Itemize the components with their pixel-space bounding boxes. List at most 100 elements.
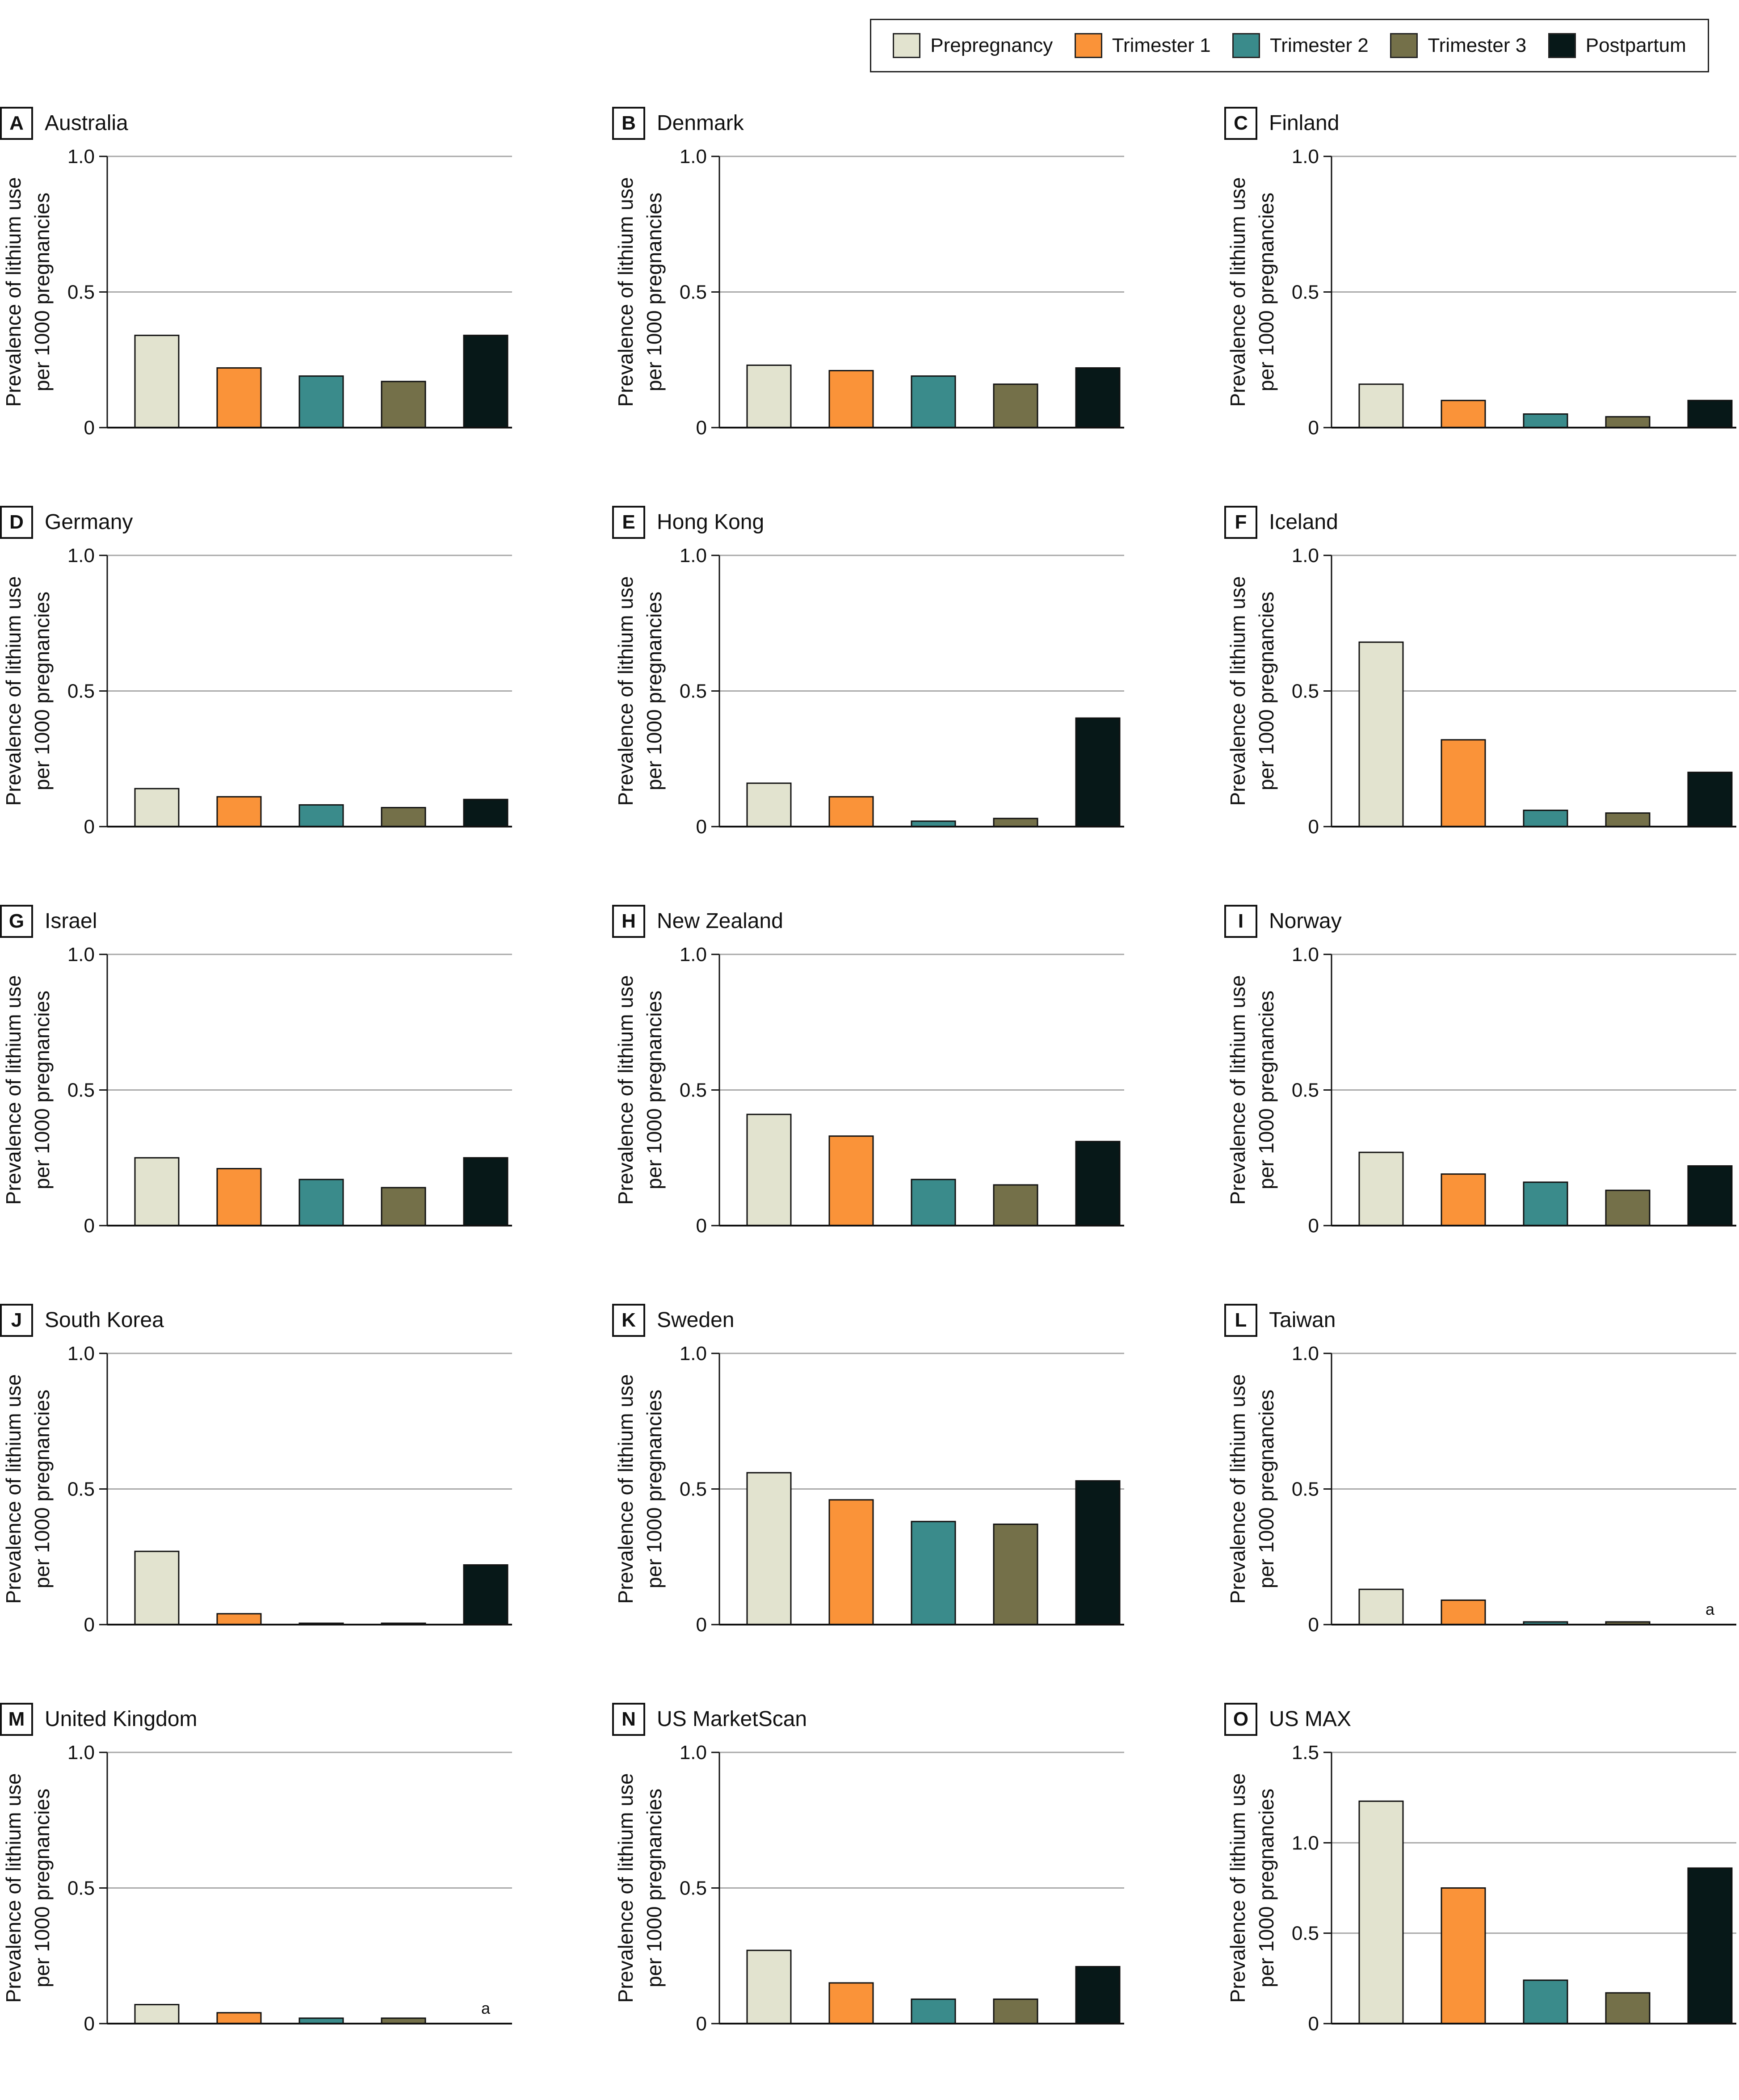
panel-letter-box <box>612 107 645 140</box>
bar <box>463 1564 508 1625</box>
panel-letter: G <box>9 910 24 932</box>
panel-letter-box <box>1224 1703 1257 1736</box>
y-axis-label: Prevalence of lithium use per 1000 pregna… <box>614 177 666 407</box>
legend-item: Prepregnancy <box>893 33 1053 58</box>
chart-panel-i: I Norway 0 0.5 1.0 Prevalence of lithium use p… <box>1224 905 1736 1237</box>
chart-panel-g: G Israel 0 0.5 1.0 Prevalence of lithium use p… <box>0 905 512 1237</box>
chart-panel-a: A Australia 0 0.5 1.0 Prevalence of lithium u… <box>0 107 512 439</box>
y-axis-label-line: Prevalence of lithium use <box>2 1374 25 1604</box>
y-axis-label-line: Prevalence of lithium use <box>614 177 637 407</box>
bar <box>1075 1966 1121 2024</box>
y-tick-label: 0 <box>1308 1215 1319 1237</box>
panel-title: Denmark <box>657 111 744 135</box>
bar <box>1075 1141 1121 1226</box>
y-tick-label: 0 <box>84 417 95 439</box>
legend-swatch <box>1548 33 1576 58</box>
panel-title: South Korea <box>45 1308 164 1332</box>
y-tick-label: 1.0 <box>680 146 707 168</box>
bar <box>134 335 180 428</box>
bar <box>1687 1867 1733 2024</box>
y-axis-label: Prevalence of lithium use per 1000 pregna… <box>614 975 666 1205</box>
legend-label: Trimester 3 <box>1428 34 1527 56</box>
y-axis-label-line: Prevalence of lithium use <box>2 576 25 806</box>
panel-letter-box <box>0 1304 33 1337</box>
y-tick-label: 1.0 <box>1292 545 1319 567</box>
panel-letter: K <box>622 1309 636 1331</box>
y-axis-label-line: per 1000 pregnancies <box>1255 1789 1278 1987</box>
bar <box>1358 641 1404 827</box>
bar <box>134 788 180 827</box>
y-tick-label: 0 <box>84 1215 95 1237</box>
bar <box>746 1113 792 1226</box>
bar <box>298 375 344 428</box>
bar <box>381 807 426 827</box>
legend-item: Trimester 3 <box>1390 33 1526 58</box>
bar <box>1441 739 1486 827</box>
y-axis-label-line: Prevalence of lithium use <box>1226 1773 1249 2003</box>
bar <box>746 364 792 428</box>
bar <box>216 796 262 827</box>
y-axis-label: Prevalence of lithium use per 1000 pregna… <box>614 576 666 806</box>
legend-item: Trimester 1 <box>1074 33 1211 58</box>
y-tick-label: 0.5 <box>680 1079 707 1101</box>
y-axis-label: Prevalence of lithium use per 1000 pregna… <box>614 1374 666 1604</box>
panel-letter-box <box>612 1703 645 1736</box>
panel-letter: H <box>622 910 636 932</box>
bar <box>1687 1165 1733 1226</box>
y-axis-label: Prevalence of lithium use per 1000 pregna… <box>1226 1773 1278 2003</box>
y-tick-label: 0.5 <box>680 1877 707 1899</box>
y-axis-label-line: Prevalence of lithium use <box>2 975 25 1205</box>
bar <box>134 1550 180 1625</box>
panel-letter: L <box>1235 1309 1247 1331</box>
bar <box>828 1135 874 1226</box>
bar <box>1687 772 1733 827</box>
bar <box>1523 413 1568 428</box>
bar <box>828 796 874 827</box>
y-axis-label-line: per 1000 pregnancies <box>30 1390 54 1588</box>
panel-letter-box <box>1224 905 1257 938</box>
panel-letter-box <box>612 905 645 938</box>
y-axis-label: Prevalence of lithium use per 1000 pregna… <box>2 1374 54 1604</box>
panel-letter: C <box>1234 112 1248 134</box>
panel-letter-box <box>612 1304 645 1337</box>
chart-panel-d: D Germany 0 0.5 1.0 Prevalence of lithium use… <box>0 506 512 838</box>
y-tick-label: 0.5 <box>67 680 95 702</box>
y-axis-label-line: Prevalence of lithium use <box>614 975 637 1205</box>
bar <box>911 1998 956 2024</box>
bar <box>1687 399 1733 428</box>
y-tick-label: 1.0 <box>1292 1832 1319 1854</box>
panel-letter: A <box>9 112 24 134</box>
y-axis-label-line: per 1000 pregnancies <box>643 592 666 790</box>
panel-title: Taiwan <box>1269 1308 1336 1332</box>
y-axis-label-line: per 1000 pregnancies <box>1255 1390 1278 1588</box>
y-tick-label: 0 <box>696 417 707 439</box>
panel-title: US MarketScan <box>657 1707 807 1731</box>
legend-swatch <box>1074 33 1102 58</box>
bar <box>911 1520 956 1625</box>
panel-title: Finland <box>1269 111 1339 135</box>
panel-letter: D <box>9 511 24 533</box>
y-tick-label: 0.5 <box>1292 680 1319 702</box>
legend-label: Postpartum <box>1585 34 1686 56</box>
chart-panel-k: K Sweden 0 0.5 1.0 Prevalence of lithium use p… <box>612 1304 1124 1636</box>
y-tick-label: 1.0 <box>67 944 95 966</box>
y-axis-label-line: per 1000 pregnancies <box>643 1390 666 1588</box>
bar <box>134 2004 180 2024</box>
y-axis-label-line: per 1000 pregnancies <box>1255 193 1278 391</box>
y-tick-label: 0 <box>84 1614 95 1636</box>
chart-panel-e: E Hong Kong 0 0.5 1.0 Prevalence of lithium u… <box>612 506 1124 838</box>
y-axis-label-line: per 1000 pregnancies <box>30 1789 54 1987</box>
bar <box>1358 1151 1404 1226</box>
bar <box>993 1184 1038 1226</box>
y-tick-label: 1.0 <box>680 545 707 567</box>
bar <box>1523 1181 1568 1226</box>
y-axis-label-line: Prevalence of lithium use <box>1226 576 1249 806</box>
bar <box>298 1179 344 1226</box>
bar <box>1358 1588 1404 1625</box>
bar <box>828 1499 874 1625</box>
panel-title: Norway <box>1269 909 1342 933</box>
y-axis-label: Prevalence of lithium use per 1000 pregna… <box>2 975 54 1205</box>
y-tick-label: 0 <box>696 2013 707 2035</box>
chart-panel-n: N US MarketScan 0 0.5 1.0 Prevalence of lithi… <box>612 1703 1124 2035</box>
